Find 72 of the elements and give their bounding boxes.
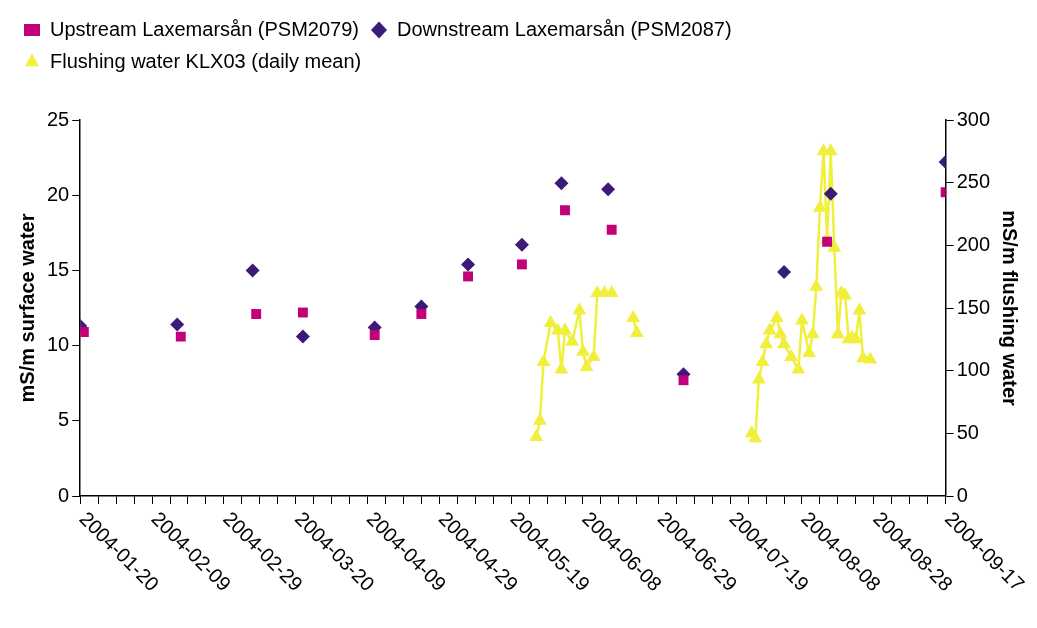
point xyxy=(822,236,833,247)
y2-tick-label: 50 xyxy=(956,420,979,443)
point xyxy=(586,348,601,361)
y-tick-label: 10 xyxy=(47,333,70,356)
point xyxy=(529,429,544,442)
y2-tick-label: 0 xyxy=(956,483,968,506)
point xyxy=(751,371,766,384)
y2-axis-title: mS/m flushing water xyxy=(999,210,1022,407)
point xyxy=(823,143,838,156)
point xyxy=(251,309,262,319)
y2-tick-label: 300 xyxy=(956,107,991,130)
y-tick-label: 0 xyxy=(58,483,70,506)
point xyxy=(759,336,774,349)
point xyxy=(295,329,310,344)
point xyxy=(748,430,763,443)
point xyxy=(601,182,616,197)
point xyxy=(678,375,689,386)
point xyxy=(516,259,527,270)
point xyxy=(863,351,878,364)
point xyxy=(245,263,260,278)
point xyxy=(514,237,529,252)
point xyxy=(777,336,791,349)
y-tick-label: 25 xyxy=(47,107,70,130)
point xyxy=(536,353,551,366)
point xyxy=(606,224,617,235)
point xyxy=(416,309,427,319)
point xyxy=(576,343,590,356)
point xyxy=(813,199,827,212)
point xyxy=(805,326,820,339)
point xyxy=(823,186,838,201)
y2-tick-label: 250 xyxy=(956,170,991,193)
y-tick-label: 20 xyxy=(47,182,70,205)
y-tick-label: 5 xyxy=(58,408,70,431)
y-axis-title: mS/m surface water xyxy=(15,213,38,403)
point xyxy=(838,287,853,300)
point xyxy=(852,302,867,315)
y2-tick-label: 150 xyxy=(956,295,991,318)
point xyxy=(554,176,569,191)
point xyxy=(297,307,308,318)
point xyxy=(463,271,473,282)
point xyxy=(461,257,476,272)
point xyxy=(762,322,777,335)
y2-tick-label: 200 xyxy=(956,232,991,255)
point xyxy=(755,353,770,366)
point xyxy=(560,205,570,216)
point xyxy=(784,348,799,361)
point xyxy=(626,310,641,323)
y2-tick-label: 100 xyxy=(956,358,991,381)
point xyxy=(170,317,185,332)
point xyxy=(629,325,644,338)
legend-label: Upstream Laxemarsån (PSM2079) xyxy=(50,17,360,40)
legend-label: Flushing water KLX03 (daily mean) xyxy=(50,49,362,72)
point xyxy=(773,326,788,339)
y-tick-label: 15 xyxy=(47,257,70,280)
point xyxy=(558,322,572,335)
point xyxy=(369,330,380,341)
point xyxy=(830,326,845,339)
point xyxy=(543,315,558,328)
point xyxy=(809,278,824,291)
point xyxy=(579,358,594,371)
point xyxy=(565,333,580,346)
point xyxy=(795,312,809,325)
point xyxy=(802,345,817,358)
point xyxy=(532,412,547,425)
point xyxy=(791,361,806,374)
point xyxy=(769,310,784,323)
point xyxy=(827,239,842,252)
point xyxy=(777,264,792,279)
point xyxy=(572,302,587,315)
point xyxy=(175,331,186,342)
point xyxy=(80,327,89,338)
legend-label: Downstream Laxemarsån (PSM2087) xyxy=(397,17,732,40)
